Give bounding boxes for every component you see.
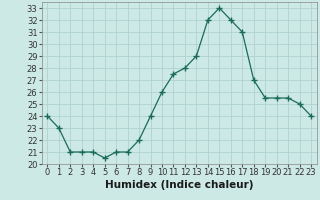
X-axis label: Humidex (Indice chaleur): Humidex (Indice chaleur)	[105, 180, 253, 190]
